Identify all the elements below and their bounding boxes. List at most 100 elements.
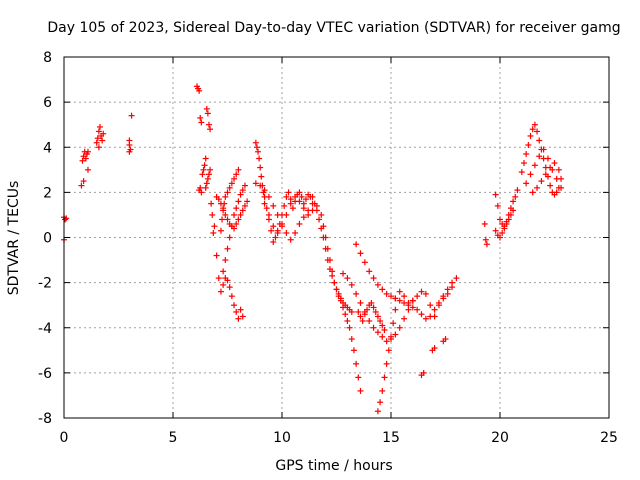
data-point <box>366 317 373 324</box>
data-point <box>197 184 204 191</box>
data-point <box>435 299 442 306</box>
data-point <box>414 306 421 313</box>
data-point <box>357 313 364 320</box>
data-point <box>344 317 351 324</box>
data-point <box>431 345 438 352</box>
data-point <box>531 162 538 169</box>
data-point <box>370 275 377 282</box>
y-tick-label: 4 <box>43 140 52 156</box>
data-point <box>219 216 226 223</box>
data-point <box>510 207 517 214</box>
data-point <box>350 347 357 354</box>
data-point <box>80 178 87 185</box>
data-point <box>93 139 100 146</box>
data-point <box>396 288 403 295</box>
data-point <box>233 171 240 178</box>
data-point <box>431 306 438 313</box>
data-point <box>84 148 91 155</box>
data-point <box>505 216 512 223</box>
data-point <box>482 236 489 243</box>
data-point <box>359 317 366 324</box>
data-point <box>374 281 381 288</box>
data-point <box>377 317 384 324</box>
data-point <box>409 304 416 311</box>
data-point <box>529 189 536 196</box>
data-point <box>196 87 203 94</box>
data-point <box>274 211 281 218</box>
data-point <box>329 268 336 275</box>
data-point <box>534 128 541 135</box>
x-tick-label: 10 <box>273 430 291 446</box>
data-point <box>320 223 327 230</box>
data-point <box>231 175 238 182</box>
data-point <box>237 211 244 218</box>
data-point <box>547 164 554 171</box>
data-point <box>520 160 527 167</box>
data-point <box>205 121 212 128</box>
data-point <box>366 268 373 275</box>
data-point <box>551 160 558 167</box>
data-point <box>409 297 416 304</box>
data-point <box>233 308 240 315</box>
data-point <box>492 191 499 198</box>
data-point <box>392 295 399 302</box>
data-point <box>558 184 565 191</box>
data-point <box>207 166 214 173</box>
x-axis-ticks: 0 5 10 15 20 25 <box>60 57 618 446</box>
data-point <box>497 234 503 241</box>
data-point <box>357 250 364 257</box>
data-point <box>292 229 299 236</box>
data-point <box>381 327 388 334</box>
y-axis-label: SDTVAR / TECUs <box>6 181 22 296</box>
data-point <box>226 184 233 191</box>
data-point <box>553 189 560 196</box>
data-point <box>422 290 429 297</box>
data-point <box>538 178 545 185</box>
data-point <box>507 211 514 218</box>
y-tick-label: -4 <box>38 321 52 337</box>
data-point <box>344 275 351 282</box>
data-point <box>198 119 205 126</box>
data-point <box>547 182 554 189</box>
y-tick-label: -6 <box>38 366 52 382</box>
data-point <box>204 110 211 117</box>
data-point <box>261 200 268 207</box>
data-point <box>281 202 288 209</box>
data-point <box>239 207 246 214</box>
data-point <box>235 315 242 322</box>
data-point <box>381 374 388 381</box>
data-point <box>379 286 386 293</box>
data-point <box>274 229 281 236</box>
data-point <box>224 277 231 284</box>
data-point <box>272 234 279 241</box>
data-point <box>340 270 347 277</box>
data-point <box>283 193 290 200</box>
data-point <box>316 216 323 223</box>
data-point <box>503 220 510 227</box>
x-tick-label: 25 <box>600 430 618 446</box>
data-point <box>252 139 259 146</box>
data-point <box>357 387 364 394</box>
data-point <box>220 268 227 275</box>
data-point <box>514 187 521 194</box>
data-point <box>235 166 242 173</box>
data-point <box>241 182 248 189</box>
data-point <box>261 187 268 194</box>
data-point <box>224 245 231 252</box>
data-point <box>542 171 549 178</box>
data-point <box>401 315 408 322</box>
data-point <box>383 338 390 345</box>
data-point <box>268 227 275 234</box>
data-point <box>383 290 390 297</box>
data-point <box>235 216 242 223</box>
data-point <box>414 293 421 300</box>
data-point <box>239 187 246 194</box>
y-tick-label: 8 <box>43 50 52 66</box>
data-point <box>440 295 447 302</box>
data-points <box>61 83 565 415</box>
data-point <box>258 173 265 180</box>
data-point <box>100 130 107 137</box>
data-point <box>396 324 403 331</box>
data-point <box>237 191 244 198</box>
